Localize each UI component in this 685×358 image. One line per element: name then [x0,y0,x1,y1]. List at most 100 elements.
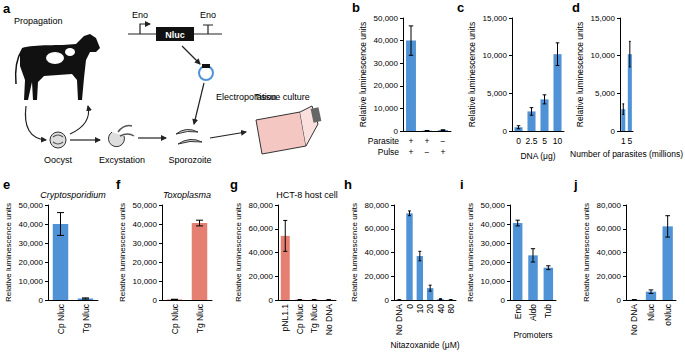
svg-text:50,000: 50,000 [19,201,44,210]
svg-text:i: i [460,177,464,192]
svg-text:0: 0 [385,296,390,305]
svg-text:pNL1.1: pNL1.1 [280,304,290,332]
svg-text:Tg Nluc: Tg Nluc [81,303,91,333]
svg-text:60,000: 60,000 [365,224,390,233]
svg-text:0: 0 [405,304,415,309]
svg-text:10,000: 10,000 [374,104,399,113]
svg-text:80,000: 80,000 [597,201,622,210]
svg-text:5: 5 [627,136,632,146]
svg-text:5,000: 5,000 [595,89,616,98]
svg-text:Nluc: Nluc [646,303,656,321]
svg-text:30,000: 30,000 [19,239,44,248]
svg-text:oNluc: oNluc [663,303,673,325]
svg-text:30,000: 30,000 [374,59,399,68]
svg-text:Tub: Tub [543,304,553,319]
svg-text:40: 40 [436,304,446,314]
svg-text:Sporozoite: Sporozoite [168,155,211,165]
svg-text:Eno: Eno [132,10,148,20]
svg-text:Toxoplasma: Toxoplasma [163,190,211,200]
svg-text:0: 0 [611,127,616,136]
svg-text:10,000: 10,000 [481,277,506,286]
svg-text:1: 1 [621,136,626,146]
svg-text:b: b [352,0,360,15]
svg-text:80: 80 [446,304,456,314]
svg-text:+: + [409,136,414,146]
svg-text:40,000: 40,000 [374,36,399,45]
svg-text:40,000: 40,000 [133,220,158,229]
svg-text:0: 0 [39,296,44,305]
svg-text:+: + [441,147,446,157]
svg-text:h: h [344,177,352,192]
svg-text:60,000: 60,000 [597,224,622,233]
svg-text:Pulse: Pulse [378,147,400,157]
svg-text:a: a [3,1,11,16]
svg-text:20,000: 20,000 [597,272,622,281]
svg-text:+: + [409,147,414,157]
svg-text:0: 0 [501,296,506,305]
svg-text:e: e [3,177,10,192]
svg-text:Eno: Eno [513,304,523,319]
svg-text:HCT-8 host cell: HCT-8 host cell [276,190,338,200]
svg-text:Relative luminescence units: Relative luminescence units [467,22,477,127]
svg-text:Relative luminescence units: Relative luminescence units [358,22,368,127]
svg-text:Cp Nluc: Cp Nluc [295,303,305,334]
svg-text:60,000: 60,000 [249,224,274,233]
svg-text:No DNA: No DNA [324,304,334,336]
svg-text:5,000: 5,000 [487,89,508,98]
svg-text:20,000: 20,000 [365,272,390,281]
svg-text:No DNA: No DNA [394,304,404,336]
svg-text:20,000: 20,000 [374,81,399,90]
svg-text:Relative luminescence units: Relative luminescence units [4,203,13,302]
svg-text:40,000: 40,000 [365,248,390,257]
svg-text:10,000: 10,000 [19,277,44,286]
svg-text:Nitazoxanide (μM): Nitazoxanide (μM) [390,340,459,350]
svg-text:Relative luminescence units: Relative luminescence units [466,203,475,302]
svg-text:Cp Nluc: Cp Nluc [56,303,66,334]
svg-text:f: f [116,177,121,192]
svg-text:Relative luminescence units: Relative luminescence units [118,203,127,302]
svg-text:Electroporation: Electroporation [216,92,277,102]
svg-text:40,000: 40,000 [597,248,622,257]
svg-text:Relative luminescence units: Relative luminescence units [350,203,359,302]
svg-text:0: 0 [394,127,399,136]
svg-text:+: + [425,136,430,146]
svg-text:50,000: 50,000 [481,201,506,210]
svg-text:20,000: 20,000 [19,258,44,267]
svg-text:0: 0 [153,296,158,305]
svg-text:10,000: 10,000 [133,277,158,286]
svg-text:0: 0 [617,296,622,305]
svg-text:d: d [572,0,580,15]
svg-text:Nluc: Nluc [165,30,185,40]
svg-text:Tg Nluc: Tg Nluc [195,303,205,333]
svg-text:20,000: 20,000 [481,258,506,267]
svg-text:g: g [230,177,238,192]
svg-text:No DNA: No DNA [629,304,639,336]
svg-text:Oocyst: Oocyst [44,155,73,165]
svg-text:10: 10 [553,136,563,146]
svg-text:Propagation: Propagation [14,16,63,26]
svg-text:10,000: 10,000 [483,51,508,60]
svg-text:50,000: 50,000 [374,14,399,23]
svg-text:50,000: 50,000 [133,201,158,210]
svg-text:0: 0 [269,296,274,305]
svg-text:40,000: 40,000 [249,248,274,257]
svg-text:DNA (μg): DNA (μg) [520,151,555,161]
svg-text:Eno: Eno [200,10,216,20]
svg-text:−: − [425,147,430,157]
svg-text:Aldo: Aldo [528,304,538,321]
svg-text:20,000: 20,000 [249,272,274,281]
svg-text:j: j [573,177,578,192]
svg-text:40,000: 40,000 [481,220,506,229]
svg-text:10: 10 [415,304,425,314]
svg-text:2.5: 2.5 [526,136,538,146]
svg-text:Parasite: Parasite [368,136,399,146]
svg-text:Tg Nluc: Tg Nluc [309,303,319,333]
svg-text:Excystation: Excystation [99,155,145,165]
svg-text:80,000: 80,000 [249,201,274,210]
svg-text:0: 0 [516,136,521,146]
svg-text:Cp Nluc: Cp Nluc [170,303,180,334]
svg-text:c: c [457,0,464,15]
svg-text:Tissue culture: Tissue culture [254,92,310,102]
svg-text:Number of parasites (millions): Number of parasites (millions) [570,149,683,159]
svg-text:15,000: 15,000 [591,14,616,23]
